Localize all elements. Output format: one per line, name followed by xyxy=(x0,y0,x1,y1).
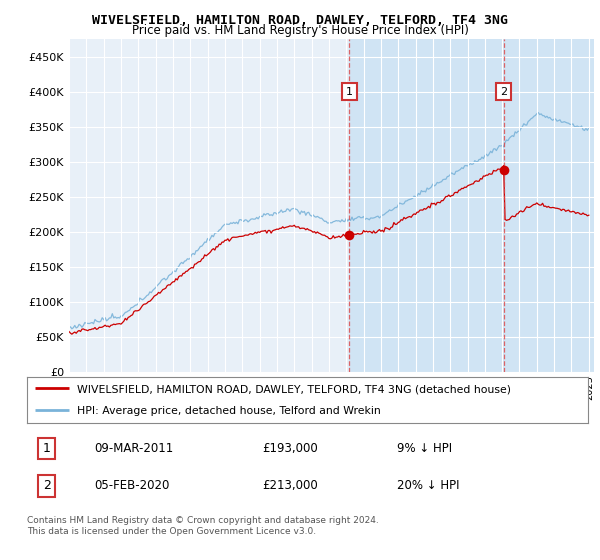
Text: WIVELSFIELD, HAMILTON ROAD, DAWLEY, TELFORD, TF4 3NG (detached house): WIVELSFIELD, HAMILTON ROAD, DAWLEY, TELF… xyxy=(77,385,511,395)
Text: HPI: Average price, detached house, Telford and Wrekin: HPI: Average price, detached house, Telf… xyxy=(77,407,381,416)
Text: 09-MAR-2011: 09-MAR-2011 xyxy=(94,442,173,455)
Text: WIVELSFIELD, HAMILTON ROAD, DAWLEY, TELFORD, TF4 3NG: WIVELSFIELD, HAMILTON ROAD, DAWLEY, TELF… xyxy=(92,14,508,27)
Bar xyxy=(349,39,594,372)
Text: £193,000: £193,000 xyxy=(263,442,319,455)
Text: 2: 2 xyxy=(500,87,507,96)
Text: Contains HM Land Registry data © Crown copyright and database right 2024.
This d: Contains HM Land Registry data © Crown c… xyxy=(27,516,379,536)
Text: 2: 2 xyxy=(43,479,50,492)
Text: 20% ↓ HPI: 20% ↓ HPI xyxy=(397,479,460,492)
Text: 1: 1 xyxy=(346,87,353,96)
Text: 1: 1 xyxy=(43,442,50,455)
Text: 05-FEB-2020: 05-FEB-2020 xyxy=(94,479,170,492)
Text: Price paid vs. HM Land Registry's House Price Index (HPI): Price paid vs. HM Land Registry's House … xyxy=(131,24,469,37)
Text: 9% ↓ HPI: 9% ↓ HPI xyxy=(397,442,452,455)
Text: £213,000: £213,000 xyxy=(263,479,319,492)
